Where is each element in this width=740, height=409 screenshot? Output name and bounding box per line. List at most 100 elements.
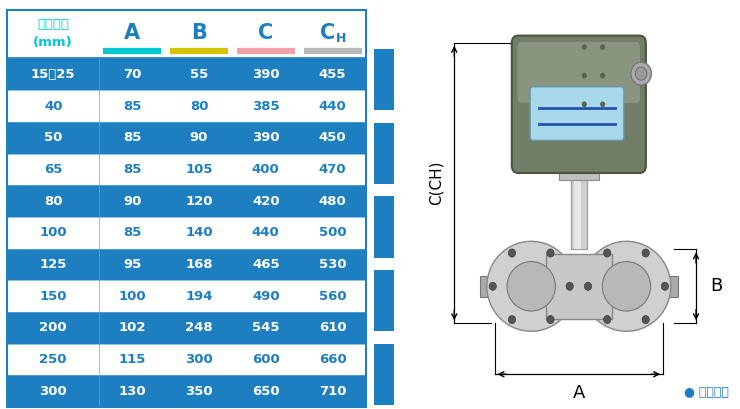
Text: C: C	[258, 23, 273, 43]
Circle shape	[600, 44, 605, 50]
Text: 115: 115	[118, 353, 146, 366]
Text: 440: 440	[319, 99, 346, 112]
Text: 85: 85	[123, 131, 141, 144]
Text: 102: 102	[118, 321, 146, 334]
Text: 150: 150	[39, 290, 67, 303]
Text: 610: 610	[319, 321, 346, 334]
Text: 125: 125	[39, 258, 67, 271]
Bar	[7, 153, 366, 185]
Text: B: B	[710, 277, 722, 295]
Ellipse shape	[487, 241, 576, 331]
Circle shape	[566, 282, 574, 290]
Circle shape	[604, 249, 611, 257]
Text: 390: 390	[252, 131, 280, 144]
Text: 300: 300	[39, 384, 67, 398]
Text: 仪表口径: 仪表口径	[37, 18, 70, 31]
Circle shape	[604, 315, 611, 324]
Text: 385: 385	[252, 99, 280, 112]
Text: 70: 70	[123, 68, 141, 81]
Bar	[574, 166, 581, 249]
Bar	[7, 375, 366, 407]
Circle shape	[630, 62, 651, 85]
Text: 545: 545	[252, 321, 280, 334]
Circle shape	[489, 282, 497, 290]
Text: C: C	[320, 23, 335, 43]
Circle shape	[662, 282, 668, 290]
Text: 300: 300	[185, 353, 213, 366]
Text: A: A	[573, 384, 585, 402]
Text: 85: 85	[123, 99, 141, 112]
Text: 15～25: 15～25	[31, 68, 75, 81]
Text: 100: 100	[118, 290, 146, 303]
Text: 55: 55	[190, 68, 208, 81]
Bar	[559, 166, 599, 180]
Text: 660: 660	[319, 353, 346, 366]
Text: ● 常规仪表: ● 常规仪表	[684, 386, 729, 399]
Text: 480: 480	[319, 195, 346, 207]
Text: 710: 710	[319, 384, 346, 398]
Bar	[7, 185, 366, 217]
Text: 80: 80	[44, 195, 62, 207]
Text: 100: 100	[39, 226, 67, 239]
Text: 130: 130	[118, 384, 146, 398]
Text: 90: 90	[190, 131, 208, 144]
Text: 350: 350	[185, 384, 213, 398]
Text: 500: 500	[319, 226, 346, 239]
Text: 450: 450	[319, 131, 346, 144]
Bar	[546, 254, 612, 319]
Text: 530: 530	[319, 258, 346, 271]
Text: 85: 85	[123, 226, 141, 239]
Bar	[7, 249, 366, 280]
Text: 80: 80	[189, 99, 208, 112]
Text: 85: 85	[123, 163, 141, 176]
Text: 465: 465	[252, 258, 280, 271]
Bar	[480, 276, 498, 297]
Bar	[7, 58, 366, 90]
Text: 250: 250	[39, 353, 67, 366]
Bar	[374, 196, 394, 258]
Text: 560: 560	[319, 290, 346, 303]
Ellipse shape	[602, 262, 650, 311]
Bar	[374, 270, 394, 331]
FancyBboxPatch shape	[518, 42, 640, 103]
Circle shape	[547, 315, 554, 324]
Bar	[7, 344, 366, 375]
Circle shape	[582, 101, 587, 107]
Text: 65: 65	[44, 163, 62, 176]
Text: 455: 455	[319, 68, 346, 81]
Text: 650: 650	[252, 384, 280, 398]
Bar	[7, 10, 366, 58]
Circle shape	[642, 315, 649, 324]
Text: 400: 400	[252, 163, 280, 176]
Text: 600: 600	[252, 353, 280, 366]
Text: C(CH): C(CH)	[428, 161, 443, 205]
Circle shape	[547, 249, 554, 257]
Circle shape	[600, 101, 605, 107]
Text: 248: 248	[185, 321, 213, 334]
Text: 490: 490	[252, 290, 280, 303]
Bar	[571, 166, 587, 249]
Circle shape	[582, 73, 587, 79]
Bar	[7, 90, 366, 122]
Text: 470: 470	[319, 163, 346, 176]
Text: H: H	[336, 32, 346, 45]
FancyBboxPatch shape	[530, 87, 624, 140]
Bar	[7, 280, 366, 312]
Text: 140: 140	[185, 226, 213, 239]
Bar	[374, 123, 394, 184]
Bar	[7, 312, 366, 344]
Text: (mm): (mm)	[33, 36, 73, 49]
Text: 168: 168	[185, 258, 213, 271]
Circle shape	[642, 249, 649, 257]
Bar	[374, 49, 394, 110]
Text: 194: 194	[185, 290, 213, 303]
Text: A: A	[124, 23, 141, 43]
Ellipse shape	[582, 241, 670, 331]
Text: 90: 90	[123, 195, 141, 207]
Circle shape	[508, 315, 516, 324]
Text: 440: 440	[252, 226, 280, 239]
Bar	[374, 344, 394, 405]
Circle shape	[508, 249, 516, 257]
Circle shape	[585, 282, 592, 290]
Circle shape	[635, 67, 647, 80]
